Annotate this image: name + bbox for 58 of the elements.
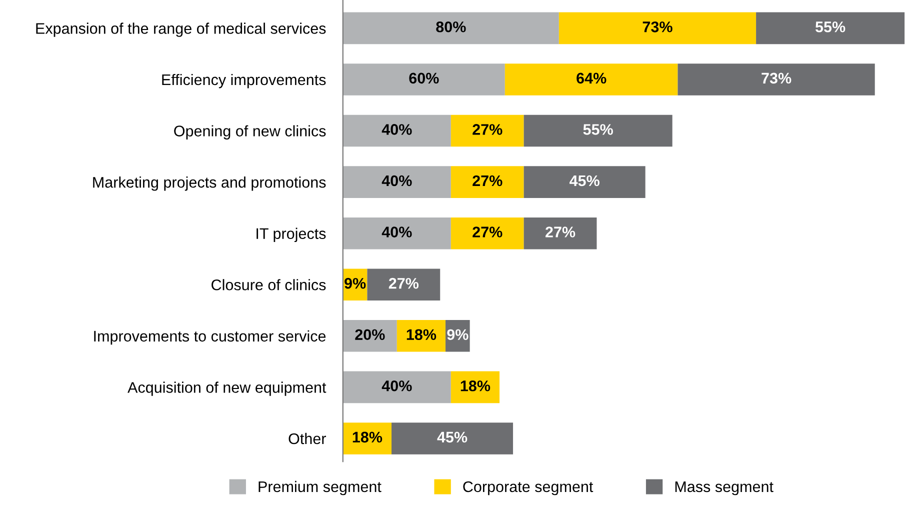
- bar: [450, 166, 524, 198]
- bar: [558, 12, 756, 44]
- data-label: 45%: [437, 432, 468, 443]
- bar: [342, 217, 451, 250]
- data-label: 40%: [382, 380, 412, 392]
- bar: [342, 320, 397, 352]
- y-tick-label: Other: [288, 432, 326, 444]
- data-label: 9%: [344, 278, 366, 289]
- bar: [392, 422, 514, 454]
- data-label: 55%: [583, 124, 613, 135]
- data-label: 73%: [642, 21, 672, 32]
- bar: [342, 64, 505, 96]
- y-tick-label: Opening of new clinics: [174, 125, 326, 140]
- bar: [524, 217, 597, 250]
- bar: [756, 12, 905, 44]
- data-label: 45%: [570, 175, 600, 186]
- data-label: 18%: [406, 329, 436, 340]
- bar: [450, 371, 500, 404]
- y-tick-label: Improvements to customer service: [94, 330, 326, 345]
- data-label: 40%: [382, 226, 412, 238]
- bar: [342, 114, 451, 147]
- data-label: 9%: [447, 329, 468, 340]
- data-label: 73%: [762, 72, 792, 84]
- bar: [504, 64, 678, 96]
- data-label: 55%: [815, 22, 846, 32]
- data-label: 40%: [382, 175, 412, 186]
- bar: [524, 114, 672, 147]
- data-label: 80%: [436, 21, 466, 32]
- bar: [342, 12, 559, 44]
- y-tick-label: Expansion of the range of medical services: [36, 22, 326, 37]
- bar: [678, 64, 875, 96]
- legend-label: Mass segment: [675, 481, 774, 496]
- data-label: 27%: [388, 278, 419, 289]
- data-label: 64%: [576, 72, 606, 84]
- y-tick-label: Closure of clinics: [212, 279, 326, 290]
- bar: [396, 320, 446, 352]
- bar: [342, 166, 451, 198]
- y-tick-label: IT projects: [256, 228, 326, 242]
- bar: [450, 217, 524, 250]
- legend-label: Corporate segment: [463, 481, 594, 496]
- data-label: 18%: [460, 380, 490, 392]
- bar: [524, 166, 646, 198]
- y-tick-label: Marketing projects and promotions: [93, 176, 326, 191]
- data-label: 27%: [472, 226, 502, 238]
- data-label: 20%: [355, 329, 385, 340]
- legend-label: Premium segment: [258, 480, 382, 496]
- data-label: 60%: [409, 72, 439, 84]
- bar: [342, 422, 392, 454]
- data-label: 27%: [472, 175, 502, 186]
- y-tick-label: Acquisition of new equipment: [128, 382, 326, 396]
- data-label: 40%: [382, 124, 412, 135]
- bar: [342, 371, 451, 404]
- bar: [367, 268, 440, 301]
- data-label: 27%: [546, 226, 576, 238]
- bar: [450, 114, 524, 147]
- y-tick-label: Efficiency improvements: [162, 74, 326, 88]
- data-label: 27%: [472, 124, 502, 135]
- data-label: 18%: [352, 432, 382, 443]
